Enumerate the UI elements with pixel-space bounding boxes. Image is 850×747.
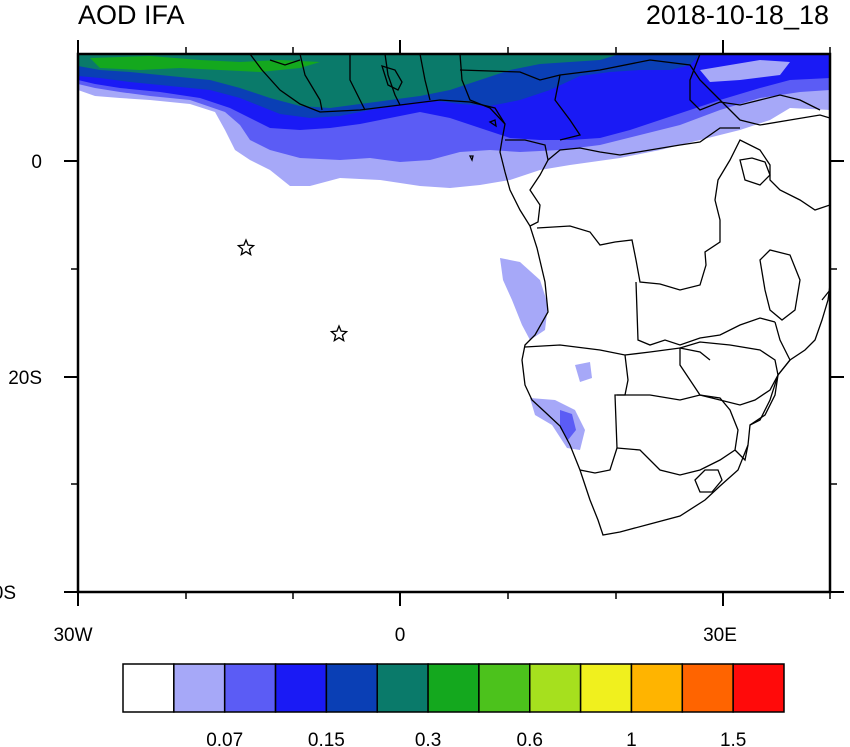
border-drc-west [547, 127, 740, 161]
colorbar-swatch [274, 663, 328, 713]
star-marker [236, 238, 256, 256]
coastline [249, 54, 830, 536]
border-botswana [616, 394, 739, 476]
border-west-africa-4 [419, 54, 431, 101]
colorbar-label: 0.3 [415, 730, 441, 747]
border-east-lakes [739, 157, 771, 186]
border-west-africa-6 [381, 65, 403, 91]
aod-field-layer [78, 54, 830, 450]
colorbar-swatch [478, 663, 531, 713]
border-west-africa-5 [269, 59, 301, 66]
border-gabon-congo [505, 139, 549, 227]
border-sahel [459, 59, 830, 126]
border-mozambique [749, 321, 791, 426]
border-south-africa [734, 444, 749, 462]
x-tick-label: 0 [395, 625, 406, 646]
border-zambia-malawi [759, 249, 801, 321]
colorbar-swatch [173, 663, 226, 713]
x-tick-label: 30W [53, 625, 92, 646]
colorbar-label: 0.6 [517, 730, 543, 747]
border-cameroon-car [554, 74, 582, 141]
colorbar-label: 0.07 [206, 730, 243, 747]
border-drc-angola [536, 139, 830, 291]
border-east-africa [689, 54, 821, 111]
colorbar-swatch [427, 663, 480, 713]
island-sao-tome [468, 155, 474, 162]
colorbar-swatch [529, 663, 582, 713]
island-bioko [488, 119, 497, 128]
colorbar-swatch [579, 663, 633, 713]
aod-patch-namibia-coast [500, 258, 548, 340]
border-lesotho [694, 469, 723, 493]
plot-frame [76, 52, 832, 594]
star-marker [329, 324, 349, 342]
colorbar-swatch [732, 663, 785, 713]
map-title: AOD IFA [78, 0, 185, 30]
axis-minor-ticks [71, 47, 837, 599]
border-west-africa-2 [349, 54, 366, 111]
colorbar-swatch [122, 663, 175, 713]
colorbar-swatch [376, 663, 429, 713]
island-madagascar-edge [821, 289, 830, 301]
map-timestamp: 2018-10-18_18 [645, 0, 829, 30]
border-angola-zambia [635, 281, 776, 346]
y-tick-label: 20S [8, 368, 42, 389]
colorbar-label: 1 [626, 730, 637, 747]
colorbar-label: 1.5 [720, 730, 746, 747]
country-borders [249, 54, 830, 536]
colorbar: 0.07 0.15 0.3 0.6 1 1.5 [122, 663, 785, 747]
colorbar-swatch [681, 663, 734, 713]
colorbar-swatch [325, 663, 378, 713]
colorbar-swatch [223, 663, 277, 713]
y-tick-label: 40S [0, 583, 16, 604]
y-tick-label: 0 [31, 152, 42, 173]
colorbar-swatch [630, 663, 684, 713]
border-west-africa-1 [299, 54, 323, 111]
x-tick-label: 30E [703, 625, 737, 646]
station-markers [236, 238, 349, 342]
aod-patch-interior [575, 362, 592, 382]
aod-band-green [90, 56, 320, 72]
axis-ticks [64, 40, 844, 606]
border-caprivi [624, 347, 711, 361]
aod-patch-east-africa [700, 60, 790, 82]
border-zimbabwe [679, 341, 779, 406]
colorbar-label: 0.15 [308, 730, 345, 747]
border-west-africa-3 [384, 54, 401, 106]
border-nigeria-cameroon [459, 54, 506, 125]
